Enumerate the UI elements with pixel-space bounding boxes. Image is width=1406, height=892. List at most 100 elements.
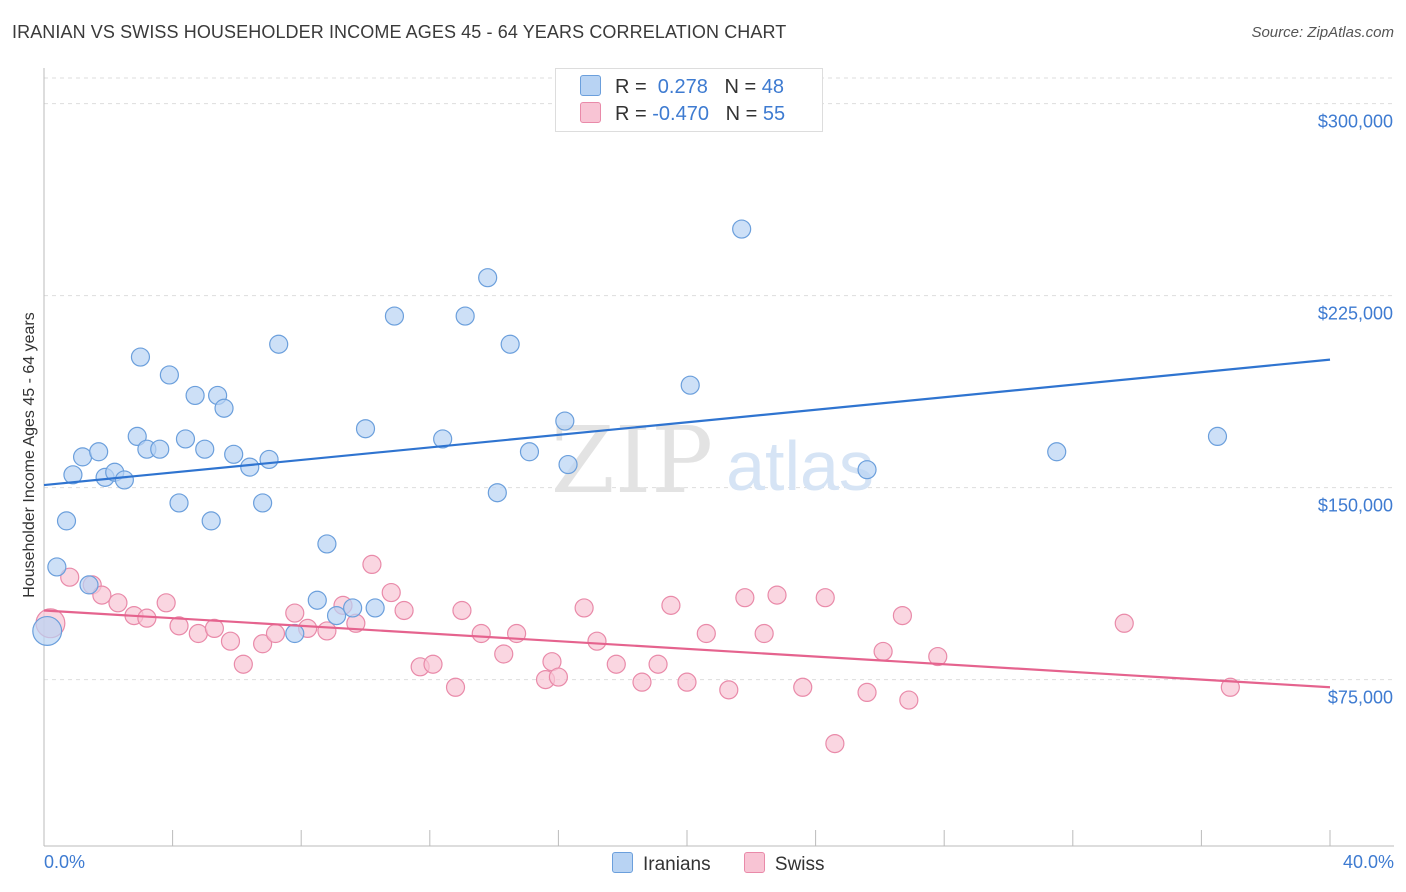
swiss-point	[169, 616, 189, 636]
iranian-point	[343, 598, 363, 618]
axes	[43, 68, 1394, 847]
swiss-swatch	[743, 852, 765, 873]
iranian-point	[195, 439, 215, 459]
swiss-trend-line	[43, 609, 1331, 689]
swiss-point	[825, 733, 845, 754]
swiss-point	[317, 621, 337, 641]
iranian-point	[224, 444, 244, 464]
legend-n-value: 48	[761, 76, 785, 98]
iranian-points	[32, 219, 1228, 646]
y-tick-label: $225,000	[1318, 304, 1393, 324]
legend-label-iranians: Iranians	[643, 854, 711, 875]
swiss-point	[661, 595, 681, 615]
swiss-point	[719, 680, 739, 700]
iranian-point	[317, 534, 337, 554]
iranian-point	[1047, 442, 1067, 462]
watermark-zip: ZIP	[551, 407, 713, 514]
iranian-point	[127, 426, 147, 446]
swiss-point	[1220, 677, 1240, 697]
y-tick-label: $75,000	[1328, 688, 1393, 708]
swiss-point	[156, 593, 176, 613]
swiss-point	[574, 598, 594, 618]
swiss-point	[220, 631, 241, 651]
iranian-point	[214, 398, 234, 418]
swiss-point	[587, 631, 607, 651]
legend-r-label: R =	[615, 103, 647, 125]
source-label: Source: ZipAtlas.com	[1251, 24, 1394, 41]
iranians-swatch	[612, 852, 633, 873]
watermark-atlas: atlas	[726, 427, 874, 505]
iranian-point	[159, 365, 179, 385]
swiss-point	[137, 608, 157, 628]
iranian-point	[680, 375, 700, 395]
iranian-point	[269, 334, 289, 354]
iranian-point	[478, 268, 498, 288]
legend-label-swiss: Swiss	[774, 854, 825, 875]
swiss-point	[445, 677, 466, 697]
swiss-point	[857, 682, 877, 703]
iranian-point	[63, 465, 83, 485]
iranian-point	[487, 483, 507, 503]
iranian-point	[175, 429, 196, 449]
legend-r-value: 0.278	[652, 76, 708, 98]
legend-item-swiss[interactable]: Swiss	[743, 852, 825, 876]
swiss-point	[1114, 613, 1134, 633]
swiss-point	[873, 641, 893, 662]
swiss-point	[423, 654, 443, 674]
swiss-point	[60, 567, 80, 587]
legend-n-label: N =	[725, 103, 758, 125]
legend-r-label: R =	[615, 76, 647, 98]
iranian-point	[519, 442, 540, 462]
swiss-point	[892, 605, 913, 626]
swiss-swatch	[580, 102, 601, 123]
y-tick-label: $300,000	[1318, 112, 1393, 132]
legend-item-iranians[interactable]: Iranians	[612, 852, 711, 876]
swiss-point	[928, 646, 948, 667]
iranian-point	[114, 470, 134, 490]
swiss-points	[35, 554, 1240, 754]
swiss-point	[188, 623, 208, 644]
iranian-point	[185, 385, 205, 406]
iranian-point	[169, 493, 189, 513]
swiss-point	[632, 672, 652, 692]
iranian-point	[433, 429, 453, 449]
iranian-point	[201, 511, 221, 531]
series-legend: Iranians Swiss	[612, 852, 853, 876]
grid-lines	[44, 77, 1394, 681]
iranian-point	[307, 590, 327, 610]
iranian-point	[253, 493, 273, 513]
x-max-label: 40.0%	[1342, 852, 1394, 872]
swiss-point	[754, 623, 774, 644]
iranian-point	[857, 460, 877, 480]
legend-r-value: -0.470	[652, 103, 709, 125]
swiss-point	[265, 623, 286, 644]
swiss-point	[606, 654, 626, 674]
iranian-point	[240, 457, 260, 477]
swiss-point	[92, 585, 112, 605]
legend-row-swiss: R = -0.470 N = 55	[580, 102, 785, 126]
swiss-point	[767, 585, 787, 605]
swiss-point	[253, 634, 273, 654]
swiss-point	[471, 623, 491, 644]
iranian-point	[355, 419, 376, 439]
legend-n-value: 55	[762, 103, 786, 125]
y-tick-labels: $75,000 $150,000 $225,000 $300,000	[1318, 112, 1393, 708]
swiss-point	[285, 603, 305, 623]
swiss-point	[648, 654, 668, 674]
iranian-point	[72, 447, 93, 467]
y-axis-title: Householder Income Ages 45 - 64 years	[21, 312, 38, 598]
y-tick-label: $150,000	[1318, 496, 1393, 516]
iranian-point	[130, 347, 151, 367]
swiss-point	[735, 588, 755, 608]
swiss-point	[381, 582, 401, 603]
iranian-point	[89, 442, 109, 462]
iranian-point	[555, 411, 575, 431]
swiss-point	[899, 690, 919, 710]
trend-lines	[43, 358, 1331, 689]
iranian-point	[1207, 426, 1228, 446]
iranian-point	[150, 439, 170, 459]
swiss-point	[233, 654, 253, 674]
iranian-point	[326, 605, 347, 626]
swiss-point	[494, 644, 514, 664]
